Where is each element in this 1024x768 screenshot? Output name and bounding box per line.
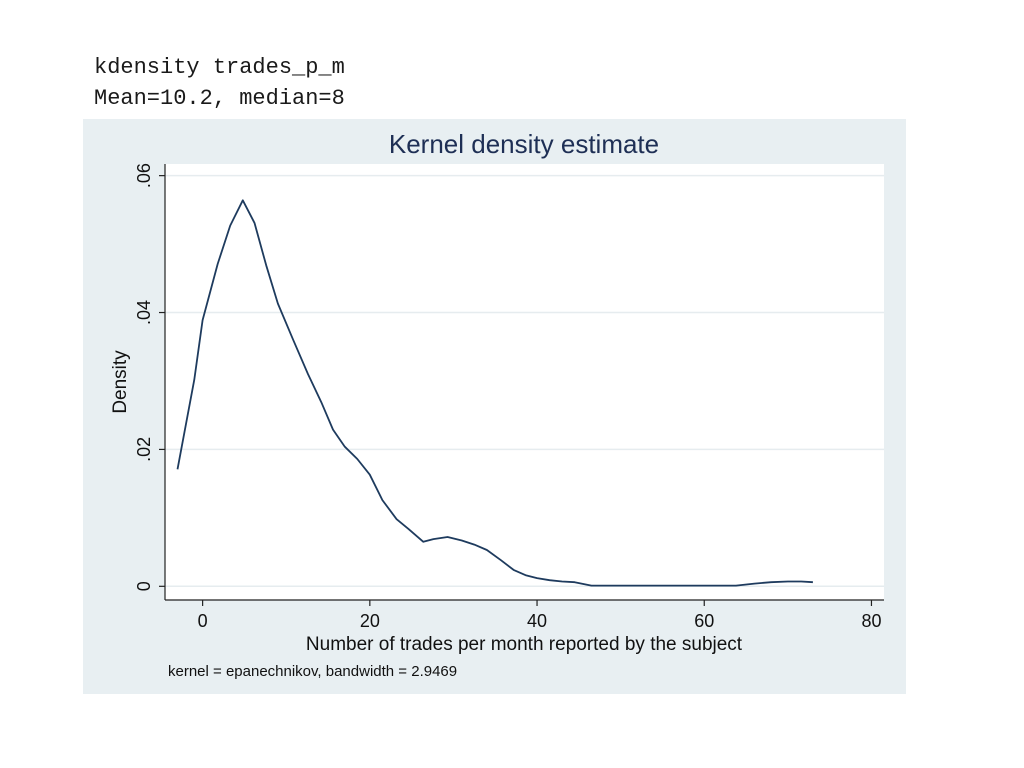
x-tick-label: 0 — [198, 611, 208, 631]
x-tick-label: 20 — [360, 611, 380, 631]
x-tick-label: 40 — [527, 611, 547, 631]
plot-area — [165, 164, 884, 600]
y-tick-label: .02 — [134, 437, 154, 462]
chart-title: Kernel density estimate — [389, 129, 659, 159]
x-tick-label: 60 — [694, 611, 714, 631]
graph-panel: 0 20 40 60 80 0 .02 .04 .06 Kernel density estim… — [83, 119, 906, 694]
kernel-density-chart: 0 20 40 60 80 0 .02 .04 .06 Kernel density estim… — [110, 129, 884, 680]
y-tick-label: .06 — [134, 163, 154, 188]
grid-lines — [165, 174, 884, 588]
axis-ticks: 0 20 40 60 80 0 .02 .04 .06 — [134, 163, 881, 631]
y-tick-label: .04 — [134, 300, 154, 325]
x-axis-title: Number of trades per month reported by t… — [306, 634, 743, 655]
y-axis-title: Density — [110, 350, 131, 414]
density-line-0 — [176, 199, 813, 587]
kernel-note: kernel = epanechnikov, bandwidth = 2.946… — [168, 663, 457, 680]
y-tick-label: 0 — [134, 581, 154, 591]
series-layer — [176, 199, 813, 587]
x-tick-label: 80 — [861, 611, 881, 631]
command-text: kdensity trades_p_m — [94, 55, 345, 80]
stats-text: Mean=10.2, median=8 — [94, 86, 345, 111]
